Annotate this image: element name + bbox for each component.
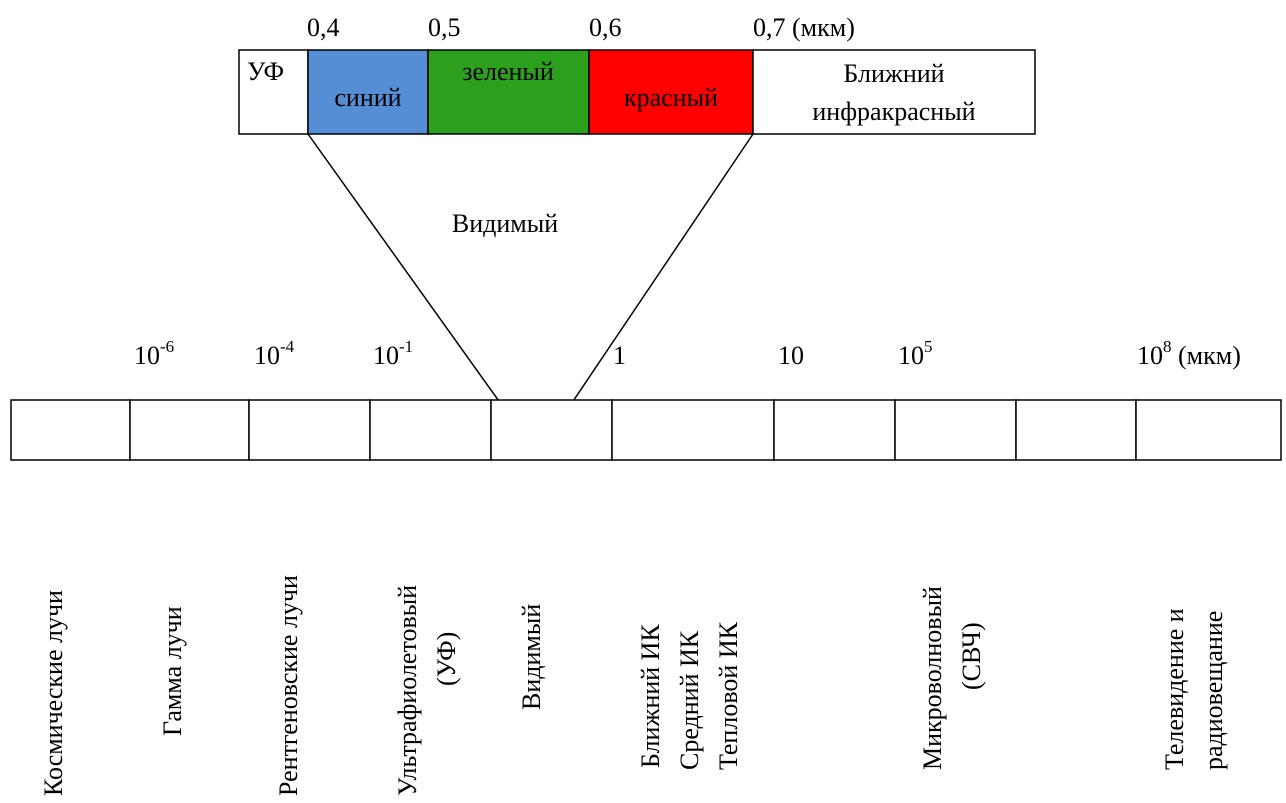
label-tv-line-1: Телевидение и [1160, 608, 1189, 770]
label-microwave-line-2: (СВЧ) [957, 622, 986, 690]
band-red [588, 49, 754, 135]
spectrum-cell [369, 399, 492, 461]
label-x-rays: Рентгеновские лучи [274, 575, 303, 796]
band-label-red: красный [624, 83, 718, 112]
visible-funnel [307, 133, 754, 426]
top-tick-07: 0,7 (мкм) [753, 13, 855, 42]
label-ir-thermal: Тепловой ИК [714, 621, 743, 770]
spectrum-cell [894, 399, 1017, 461]
label-visible: Видимый [517, 604, 546, 710]
spectrum-cell [490, 399, 613, 461]
bottom-tick-1e5: 105 [898, 337, 933, 370]
bottom-tick-1e8: 108 (мкм) [1137, 337, 1241, 370]
label-cosmic-rays: Космические лучи [39, 590, 68, 796]
funnel-line-right [556, 133, 754, 426]
bottom-tick-10: 10 [778, 341, 804, 370]
spectrum-cell [1135, 399, 1282, 461]
band-label-near-ir-2: инфракрасный [812, 97, 975, 126]
spectrum-labels: Космические лучи Гамма лучи Рентгеновски… [39, 575, 1228, 796]
label-uv-line-1: Ультрафиолетовый [393, 585, 422, 796]
visible-band-bar: УФ синий зеленый красный Ближний инфракр… [238, 49, 1036, 135]
label-ir-mid: Средний ИК [675, 630, 704, 770]
top-scale: 0,4 0,5 0,6 0,7 (мкм) [307, 13, 855, 42]
band-near-ir [752, 49, 1036, 135]
bottom-scale: 10-6 10-4 10-1 1 10 105 108 (мкм) [134, 337, 1241, 370]
spectrum-bar [10, 399, 1282, 461]
band-label-green: зеленый [462, 57, 554, 86]
spectrum-cell [129, 399, 250, 461]
spectrum-cell [773, 399, 896, 461]
band-uv [238, 49, 309, 135]
bottom-tick-1e-4: 10-4 [254, 337, 295, 370]
label-ir-near: Ближний ИК [636, 624, 665, 768]
spectrum-cell [611, 399, 775, 461]
label-uv-line-2: (УФ) [432, 632, 461, 686]
band-green [427, 49, 590, 135]
label-gamma-rays: Гамма лучи [158, 606, 187, 736]
band-label-near-ir-1: Ближний [843, 59, 944, 88]
band-blue [307, 49, 429, 135]
top-tick-05: 0,5 [428, 13, 461, 42]
spectrum-cell [10, 399, 131, 461]
label-microwave-line-1: Микроволновый [918, 586, 947, 770]
band-label-uv: УФ [247, 57, 284, 86]
band-label-blue: синий [334, 83, 401, 112]
visible-label: Видимый [452, 209, 558, 238]
bottom-tick-1e-1: 10-1 [373, 337, 413, 370]
top-tick-04: 0,4 [307, 13, 340, 42]
spectrum-cell [248, 399, 371, 461]
top-tick-06: 0,6 [589, 13, 622, 42]
label-tv-line-2: радиовещание [1199, 611, 1228, 770]
funnel-line-left [307, 133, 517, 426]
bottom-tick-1: 1 [613, 341, 626, 370]
bottom-tick-1e-6: 10-6 [134, 337, 174, 370]
spectrum-cell [1015, 399, 1137, 461]
